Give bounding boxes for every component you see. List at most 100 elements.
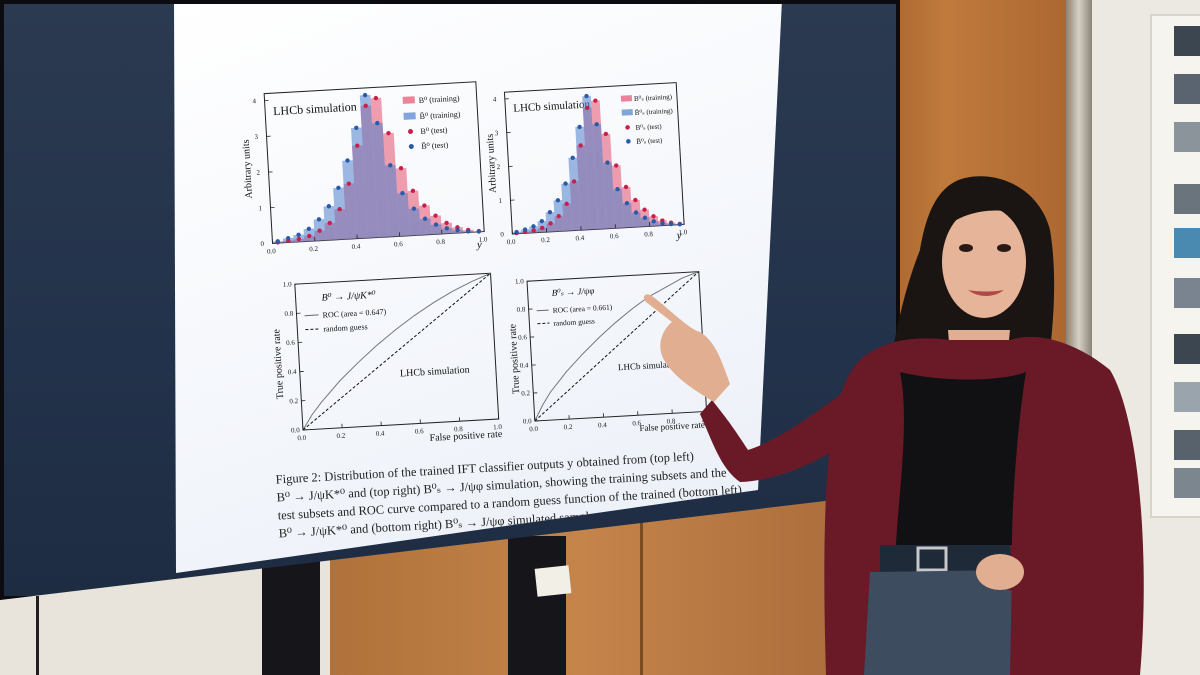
x-tick-label: 0.4 — [375, 429, 385, 438]
test-data-point — [615, 186, 620, 192]
test-data-point — [660, 221, 665, 226]
legend-label: B⁰ (test) — [420, 125, 448, 136]
x-tick-label: 0.2 — [309, 245, 319, 254]
panel-label: LHCb simulation — [400, 365, 470, 380]
histogram-bar — [333, 187, 347, 240]
test-data-point — [346, 181, 352, 186]
y-axis-label: True positive rate — [271, 328, 286, 399]
x-tick-label: 0.4 — [598, 421, 608, 430]
test-data-point — [577, 124, 582, 130]
legend: ROC (area = 0.661) random guess — [536, 302, 613, 328]
test-data-point — [363, 103, 368, 109]
test-data-point — [410, 188, 416, 194]
x-tick-label: 0.4 — [575, 234, 585, 243]
test-data-point — [633, 197, 638, 203]
legend-line — [536, 309, 549, 312]
x-tick-label: 0.0 — [507, 238, 517, 247]
test-data-point — [563, 181, 568, 186]
plot-frame — [294, 272, 500, 431]
x-tick-label: 0.8 — [644, 230, 654, 239]
legend-marker — [626, 139, 631, 144]
test-data-point — [677, 222, 682, 227]
legend-label: random guess — [323, 322, 368, 333]
legend-marker — [407, 129, 413, 135]
y-tick-label: 0.2 — [521, 389, 531, 398]
test-data-point — [633, 210, 639, 215]
legend-label: B̄⁰ (training) — [419, 110, 461, 121]
x-tick-label: 1.0 — [478, 235, 488, 244]
process-label: B⁰ → J/ψK*⁰ — [321, 290, 376, 304]
y-tick-label: 0.0 — [523, 417, 533, 426]
legend-marker — [625, 125, 630, 130]
test-data-point — [455, 227, 460, 233]
y-tick-label: 1.0 — [515, 277, 525, 286]
test-data-point — [433, 213, 438, 218]
histogram-bar — [384, 164, 400, 237]
test-data-point — [571, 179, 577, 184]
legend-label: B⁰ (training) — [419, 94, 461, 105]
y-tick-label: 0 — [260, 240, 264, 248]
test-data-point — [539, 225, 545, 231]
histogram-bar — [575, 126, 590, 231]
test-data-point — [564, 201, 569, 207]
photo-thumbnail — [1174, 228, 1200, 258]
y-tick-label: 3 — [254, 133, 258, 141]
test-data-point — [398, 166, 404, 171]
test-data-point — [433, 222, 439, 227]
legend-label: ROC (area = 0.647) — [322, 307, 386, 320]
photo-thumbnail — [1174, 334, 1200, 364]
histogram-bar — [622, 202, 633, 228]
tv-stand-leg — [262, 560, 320, 675]
y-tick-label: 0.2 — [289, 397, 299, 406]
test-data-point — [522, 227, 528, 232]
photo-thumbnail — [1174, 278, 1200, 308]
histogram-top-left: LHCb simulation Arbitrary units y 0.0 0.2… — [241, 81, 488, 256]
y-tick-label: 1 — [258, 204, 262, 212]
photo-thumbnail — [1174, 184, 1200, 214]
x-tick-label: 0.0 — [267, 247, 277, 256]
legend-label: B⁰ₛ (training) — [634, 93, 673, 103]
y-axis-label: Arbitrary units — [241, 139, 255, 199]
histogram-top-right: LHCb simulation Arbitrary units y 0.0 0.2… — [485, 82, 688, 247]
test-data-point — [362, 92, 368, 98]
photo-thumbnail — [1174, 382, 1200, 412]
x-tick-label: 0.8 — [454, 425, 464, 434]
photo-thumbnail — [1174, 468, 1200, 498]
legend-label: B̄⁰ₛ (training) — [635, 107, 674, 117]
panel-label: LHCb simulation — [273, 99, 357, 118]
histogram-bar — [441, 227, 453, 234]
y-tick-label: 1.0 — [283, 280, 293, 289]
photo-strip — [1150, 14, 1200, 518]
y-tick-label: 4 — [493, 95, 497, 103]
x-tick-label: 0.6 — [394, 240, 404, 249]
legend-line — [305, 328, 320, 331]
test-data-point — [570, 155, 575, 161]
histogram-bar — [371, 122, 389, 238]
legend-marker — [408, 143, 414, 149]
histogram-bar — [592, 124, 607, 230]
photo-thumbnail — [1174, 26, 1200, 56]
test-data-point — [605, 160, 610, 165]
test-data-point — [594, 122, 599, 127]
histogram-bar — [631, 212, 642, 228]
x-axis-label: y — [476, 239, 483, 251]
cabinet-seam — [640, 480, 643, 675]
histogram-bar — [582, 95, 599, 230]
legend: ROC (area = 0.647) random guess — [304, 307, 387, 334]
y-axis-label: True positive rate — [507, 323, 522, 394]
legend-label: B̄⁰ (test) — [421, 140, 449, 151]
y-tick-label: 3 — [495, 129, 499, 137]
test-data-point — [642, 207, 647, 212]
x-tick-label: 0.0 — [297, 434, 307, 443]
test-data-point — [296, 232, 301, 237]
x-tick-label: 1.0 — [678, 228, 688, 237]
x-tick-label: 1.0 — [701, 415, 711, 424]
test-data-point — [614, 163, 619, 168]
y-tick-label: 0.8 — [516, 305, 526, 314]
test-data-point — [307, 233, 312, 239]
photo-thumbnail — [1174, 74, 1200, 104]
panel-label: LHCb simulation — [618, 359, 682, 373]
legend-swatch — [620, 95, 633, 102]
y-axis-label: Arbitrary units — [485, 133, 499, 193]
x-tick-label: 1.0 — [493, 423, 503, 432]
